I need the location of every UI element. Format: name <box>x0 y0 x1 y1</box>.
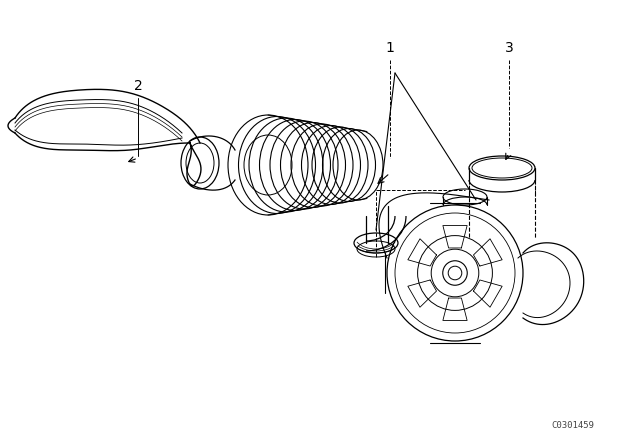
Text: 3: 3 <box>504 41 513 55</box>
Text: 2: 2 <box>134 79 142 93</box>
Text: 1: 1 <box>385 41 394 55</box>
Text: C0301459: C0301459 <box>552 421 595 430</box>
